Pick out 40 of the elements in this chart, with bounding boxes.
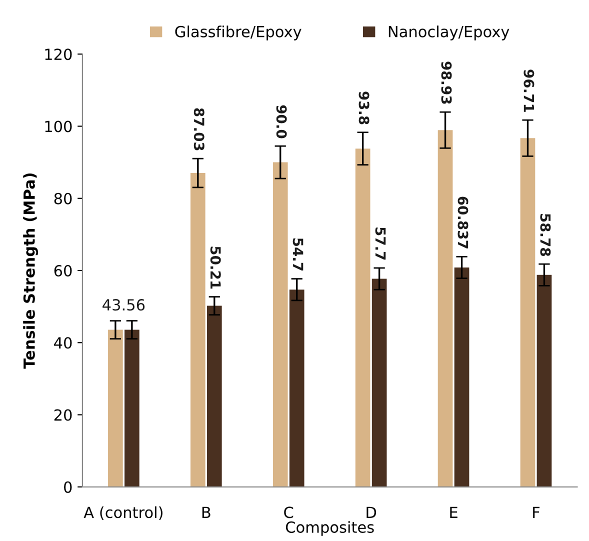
bar — [536, 274, 552, 487]
bar — [108, 330, 123, 487]
y-tick-label: 100 — [45, 120, 72, 132]
data-label: 43.56 — [102, 299, 145, 311]
y-tick-label: 20 — [54, 409, 72, 421]
y-tick-label: 80 — [54, 192, 72, 204]
data-label: 57.7 — [375, 228, 386, 260]
bar — [289, 290, 304, 487]
x-tick-label: E — [450, 506, 458, 518]
y-tick-label: 40 — [54, 337, 72, 349]
legend-label: Glassfibre/Epoxy — [175, 26, 302, 40]
y-tick-label: 60 — [54, 264, 72, 277]
data-label: 90.0 — [276, 105, 287, 138]
data-label: 93.8 — [358, 92, 370, 124]
x-tick-label: B — [202, 506, 210, 518]
bar — [190, 173, 206, 487]
y-tick-label: 120 — [45, 48, 72, 60]
data-label: 58.78 — [540, 214, 551, 256]
data-label: 50.21 — [210, 246, 221, 289]
data-label: 98.93 — [441, 62, 452, 104]
bar — [355, 148, 370, 487]
bar — [454, 267, 470, 487]
bar — [520, 138, 536, 487]
x-axis-title: Composites — [286, 521, 374, 536]
y-axis-title: Tensile Strength (MPa) — [23, 173, 38, 369]
y-tick-label: 0 — [64, 481, 72, 493]
bar — [438, 130, 453, 487]
x-tick-label: D — [366, 506, 376, 518]
data-label: 87.03 — [194, 108, 204, 150]
data-label: 60.837 — [458, 196, 468, 248]
x-tick-label: F — [533, 506, 540, 518]
bar — [124, 330, 140, 487]
x-tick-label: C — [284, 506, 294, 518]
data-label: 96.71 — [524, 70, 534, 112]
x-tick-label: A (control) — [84, 506, 162, 520]
bar — [372, 278, 387, 487]
bar — [206, 306, 222, 487]
legend-label: Nanoclay/Epoxy — [388, 26, 510, 40]
bar — [272, 162, 288, 487]
data-label: 54.7 — [292, 238, 304, 270]
